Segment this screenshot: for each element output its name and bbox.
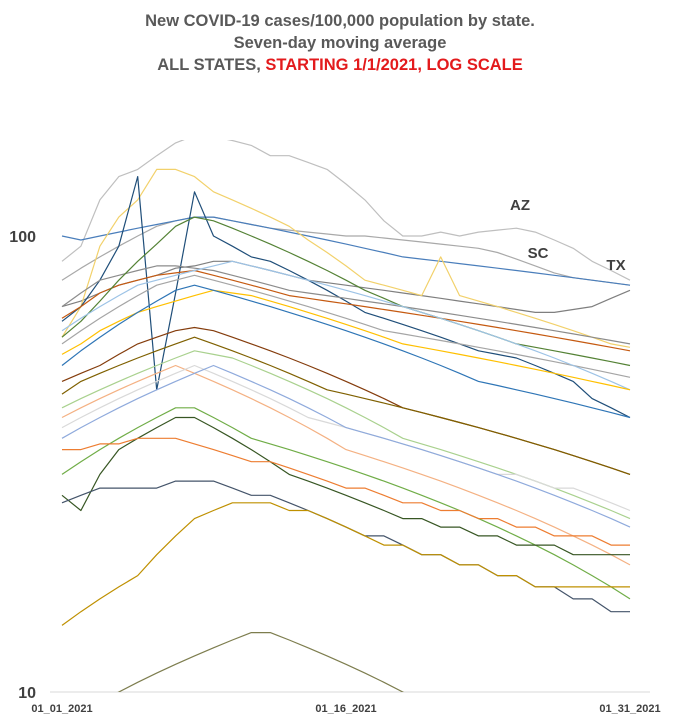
series-line-10 (61, 274, 631, 378)
series-line-9 (61, 216, 631, 367)
series-line-17 (61, 364, 631, 566)
title-line-1: New COVID-19 cases/100,000 population by… (145, 12, 535, 30)
series-line-12 (61, 289, 631, 391)
series-line-20 (61, 407, 631, 600)
title-line-3-red: STARTING 1/1/2021, LOG SCALE (265, 56, 523, 74)
x-tick-label: 01_31_2021 (599, 703, 660, 715)
tick-layer: 10 100 01_01_2021 01_16_2021 01_31_2021 (9, 229, 660, 715)
x-tick-label: 01_01_2021 (31, 703, 92, 715)
series-line-sc (61, 216, 631, 286)
series-line-5 (61, 168, 631, 348)
annotation-az: AZ (510, 197, 530, 214)
title-line-3-gray: ALL STATES, (157, 56, 266, 74)
series-line-21 (61, 416, 630, 556)
x-tick-label: 01_16_2021 (315, 703, 376, 715)
series-line-7 (61, 265, 631, 345)
y-tick-label: 10 (18, 685, 36, 702)
series-line-13 (61, 284, 631, 419)
series-line-23 (61, 502, 630, 626)
title-line-3: ALL STATES, STARTING 1/1/2021, LOG SCALE (0, 54, 680, 76)
series-line-25 (117, 631, 405, 692)
series-line-az (61, 140, 631, 281)
series-line-15 (61, 336, 631, 475)
title-line-2: Seven-day moving average (233, 34, 447, 52)
annotation-tx: TX (606, 257, 625, 274)
annotation-layer: AZ SC TX (510, 197, 626, 274)
series-line-8 (61, 269, 631, 352)
series-layer (61, 140, 631, 692)
series-line-16 (61, 350, 631, 520)
series-line-19 (61, 364, 631, 528)
chart-title: New COVID-19 cases/100,000 population by… (0, 10, 680, 76)
y-tick-label: 100 (9, 229, 36, 246)
series-line-22 (61, 480, 630, 613)
series-line-24 (62, 437, 630, 546)
series-line-11 (61, 260, 631, 391)
series-line-4 (61, 216, 631, 286)
annotation-sc: SC (528, 245, 549, 262)
